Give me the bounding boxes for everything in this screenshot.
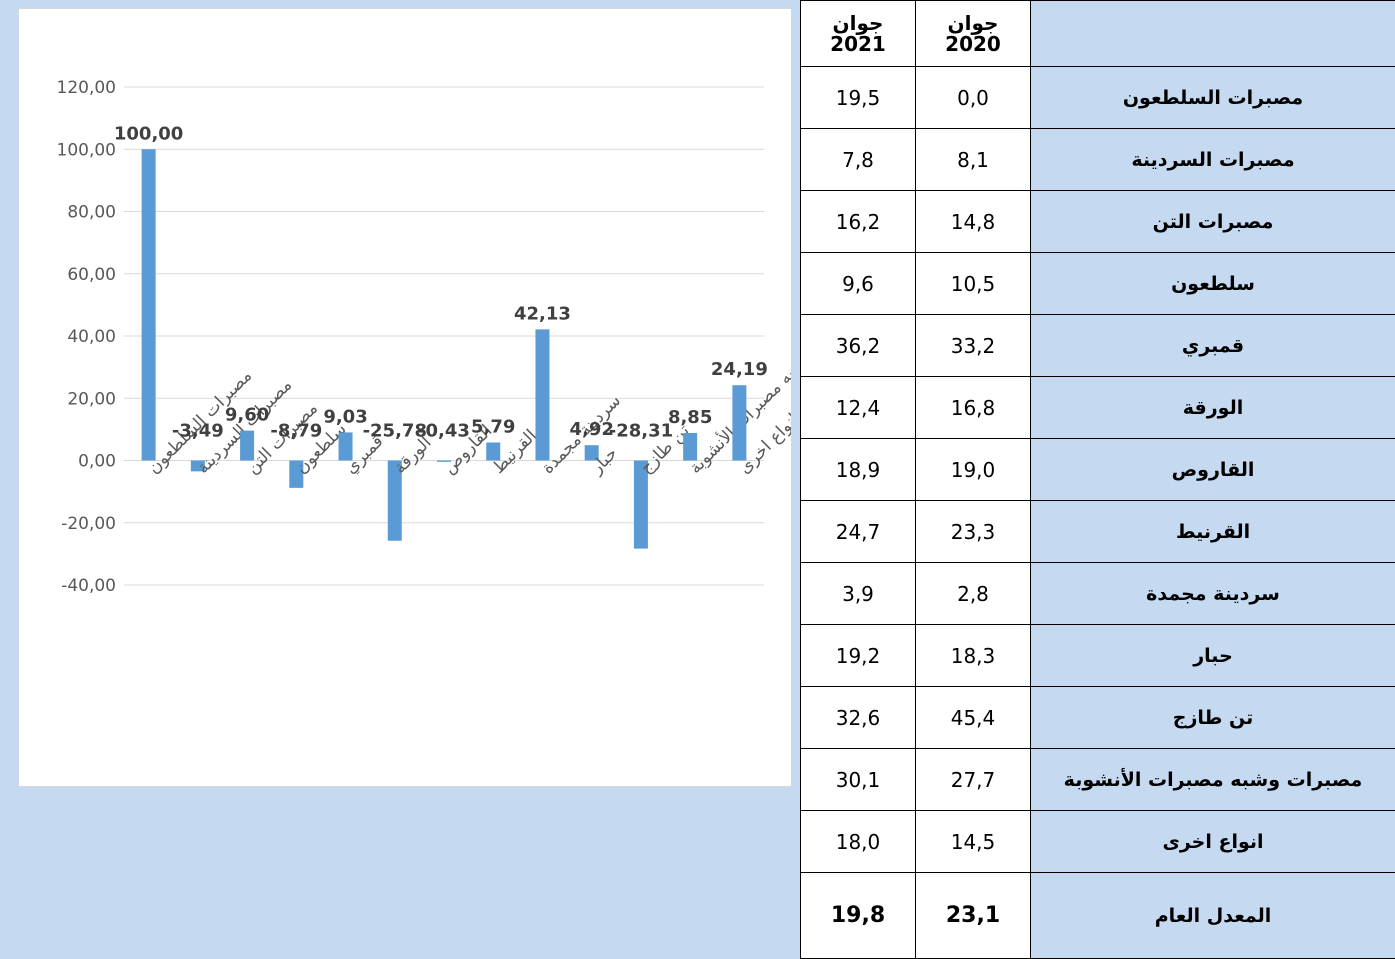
bar: [486, 442, 501, 461]
value-cell: 14,8: [915, 190, 1031, 253]
bar: [683, 432, 698, 461]
header-cell: [1030, 0, 1395, 67]
value-cell: 2,8: [915, 562, 1031, 625]
bar: [190, 460, 205, 472]
y-tick-label: 80,00: [67, 203, 116, 223]
data-label: -3,49: [172, 421, 224, 442]
bar: [732, 385, 747, 461]
value-cell: 45,4: [915, 686, 1031, 749]
data-label: 4,92: [569, 419, 613, 440]
y-tick-label: 120,00: [57, 78, 116, 98]
y-tick-label: -20,00: [61, 514, 116, 534]
value-cell: 18,3: [915, 624, 1031, 687]
y-tick-label: 100,00: [57, 140, 116, 160]
value-cell: 7,8: [800, 128, 916, 191]
value-cell: 12,4: [800, 376, 916, 439]
header-cell: جوان 2020: [915, 0, 1031, 67]
value-cell: 8,1: [915, 128, 1031, 191]
y-tick-label: 0,00: [78, 452, 116, 472]
data-label: 100,00: [114, 123, 183, 144]
row-label: الورقة: [1030, 376, 1395, 439]
data-label: 5,79: [471, 416, 515, 437]
bar: [141, 149, 156, 461]
data-label: -8,79: [270, 421, 322, 442]
row-label: مصبرات السلطعون: [1030, 66, 1395, 129]
row-label: سردينة مجمدة: [1030, 562, 1395, 625]
value-cell: 16,8: [915, 376, 1031, 439]
bar: [535, 329, 550, 461]
y-tick-label: 20,00: [67, 389, 116, 409]
value-cell: 19,5: [800, 66, 916, 129]
header-month: جوان: [947, 10, 999, 35]
data-label: -28,31: [609, 421, 673, 442]
header-year: 2021: [830, 31, 886, 56]
value-cell: 30,1: [800, 748, 916, 811]
value-cell: 24,7: [800, 500, 916, 563]
row-label: قمبري: [1030, 314, 1395, 377]
row-label: القاروص: [1030, 438, 1395, 501]
data-label: 24,19: [711, 359, 768, 380]
value-cell: 9,6: [800, 252, 916, 315]
value-cell: 19,0: [915, 438, 1031, 501]
header-year: 2020: [945, 31, 1001, 56]
value-cell: 10,5: [915, 252, 1031, 315]
row-label: انواع اخرى: [1030, 810, 1395, 873]
y-tick-label: -40,00: [61, 576, 116, 596]
value-cell: 33,2: [915, 314, 1031, 377]
header-month: جوان: [832, 10, 884, 35]
bar: [437, 460, 451, 462]
value-cell: 3,9: [800, 562, 916, 625]
data-label: 8,85: [668, 407, 712, 428]
row-label: حبار: [1030, 624, 1395, 687]
data-label: 9,03: [323, 406, 367, 427]
value-cell: 16,2: [800, 190, 916, 253]
value-cell: 18,9: [800, 438, 916, 501]
data-label: -0,43: [418, 421, 470, 442]
row-label: مصبرات وشبه مصبرات الأنشوبة: [1030, 748, 1395, 811]
value-cell: 14,5: [915, 810, 1031, 873]
total-value: 23,1: [915, 872, 1031, 959]
value-cell: 0,0: [915, 66, 1031, 129]
value-cell: 27,7: [915, 748, 1031, 811]
bar: [289, 460, 304, 488]
value-cell: 18,0: [800, 810, 916, 873]
bar: [584, 445, 599, 461]
y-tick-label: 40,00: [67, 327, 116, 347]
row-label: القرنيط: [1030, 500, 1395, 563]
row-label: مصبرات السردينة: [1030, 128, 1395, 191]
row-label: سلطعون: [1030, 252, 1395, 315]
row-label: تن طازج: [1030, 686, 1395, 749]
value-cell: 32,6: [800, 686, 916, 749]
value-cell: 23,3: [915, 500, 1031, 563]
row-label: مصبرات التن: [1030, 190, 1395, 253]
total-value: 19,8: [800, 872, 916, 959]
bar: [387, 460, 402, 541]
chart: -40,00 -20,00 0,00 20,00 40,00 60,00 80,00 100,…: [57, 78, 861, 596]
data-label: 42,13: [514, 303, 571, 324]
value-cell: 36,2: [800, 314, 916, 377]
data-label: -25,78: [363, 421, 427, 442]
y-tick-label: 60,00: [67, 265, 116, 285]
bar: [633, 460, 648, 549]
value-cell: 19,2: [800, 624, 916, 687]
bar: [338, 432, 353, 461]
chart-area: -40,00 -20,00 0,00 20,00 40,00 60,00 80,00 100,…: [18, 8, 861, 787]
bar: [240, 430, 255, 461]
total-label: المعدل العام: [1030, 872, 1395, 959]
data-label: 9,60: [225, 405, 269, 426]
header-cell: جوان 2021: [800, 0, 916, 67]
